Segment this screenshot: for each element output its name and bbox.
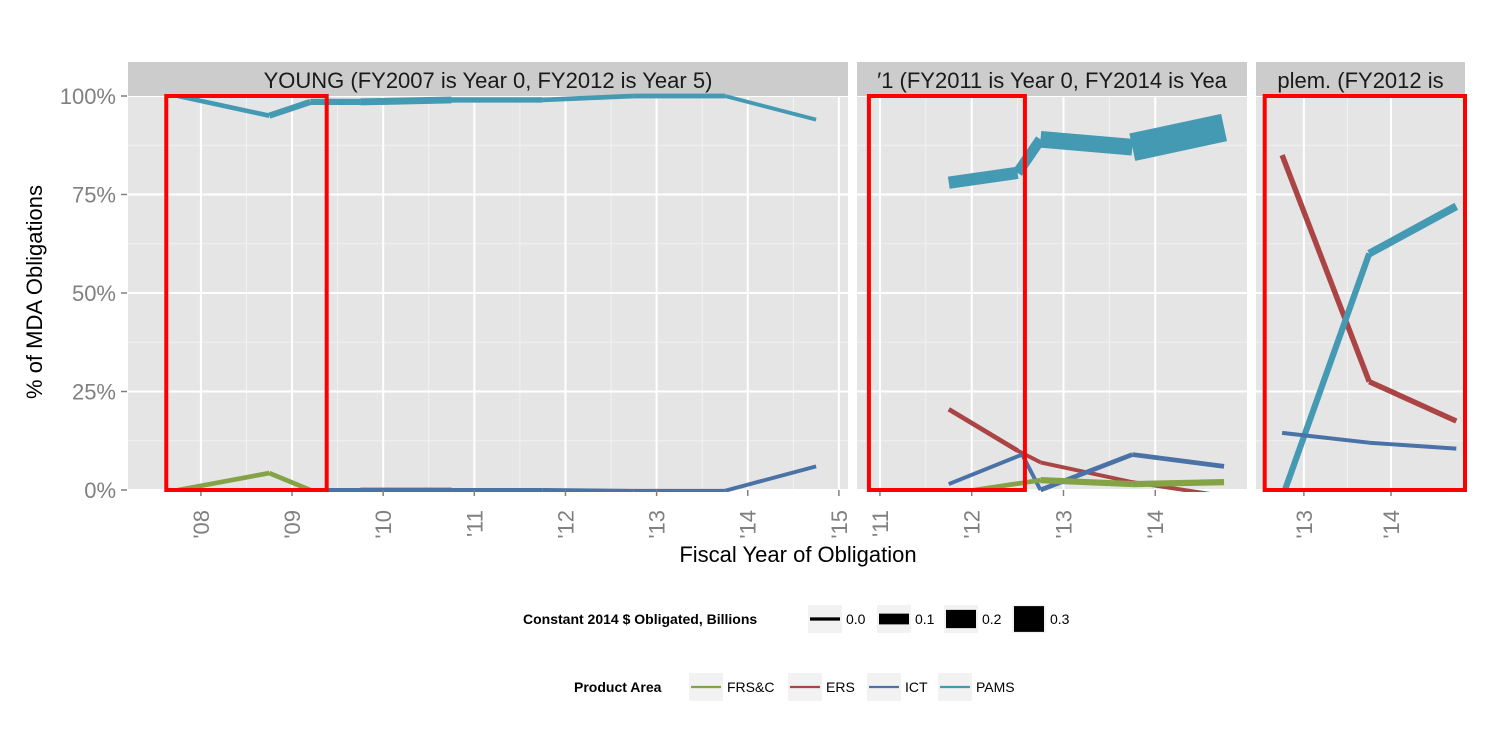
x-tick-label: '14	[736, 510, 761, 539]
color-legend-title: Product Area	[574, 679, 662, 695]
size-legend-label: 0.0	[846, 611, 866, 627]
series-segment-ers	[947, 407, 1019, 453]
y-axis-title: % of MDA Obligations	[22, 185, 47, 399]
y-tick-label: 0%	[84, 478, 116, 503]
size-legend: Constant 2014 $ Obligated, Billions 0.0 0…	[523, 605, 1070, 633]
color-legend-label: ICT	[905, 679, 928, 695]
panel-strip-title: YOUNG (FY2007 is Year 0, FY2012 is Year …	[264, 68, 713, 93]
panel-1: YOUNG (FY2007 is Year 0, FY2012 is Year …	[128, 62, 852, 539]
x-tick-label: '10	[371, 510, 396, 539]
x-tick-label: '12	[553, 510, 578, 539]
series-segment-pams	[1129, 113, 1227, 161]
x-tick-label: '09	[280, 510, 305, 539]
size-legend-label: 0.3	[1050, 611, 1070, 627]
panel-strip-label-group: plem. (FY2012 is	[1277, 68, 1443, 93]
x-tick-label: '14	[1379, 510, 1404, 539]
panel-series-group	[177, 93, 817, 492]
highlight-box	[164, 94, 329, 492]
series-segment-ers	[1279, 154, 1372, 383]
panel-series-group	[947, 113, 1227, 492]
series-segment-frsc	[177, 470, 270, 492]
series-segment-ict	[542, 488, 634, 492]
series-segment-pams	[360, 96, 452, 106]
series-segment-frsc	[1040, 477, 1133, 488]
size-legend-label: 0.2	[982, 611, 1002, 627]
x-tick-label: '12	[960, 510, 985, 539]
y-axis: 0% 25% 50% 75% 100%	[60, 84, 127, 503]
series-segment-pams	[1367, 202, 1459, 257]
y-tick-label: 50%	[72, 281, 116, 306]
x-tick-label: '11	[868, 510, 893, 537]
series-segment-ict	[1039, 452, 1134, 492]
color-legend: Product Area FRS&C ERS ICT PAMS	[574, 673, 1015, 701]
panel-2: ′1 (FY2011 is Year 0, FY2014 is Yea '11 '1…	[857, 62, 1247, 539]
series-segment-frsc	[268, 470, 312, 492]
series-segment-pams	[268, 98, 312, 119]
series-segment-frsc	[1132, 479, 1225, 488]
x-tick-label: '08	[189, 510, 214, 539]
color-legend-label: ERS	[826, 679, 855, 695]
panel-strip-label-group: ′1 (FY2011 is Year 0, FY2014 is Yea	[877, 68, 1228, 93]
panel-strip-title: ′1 (FY2011 is Year 0, FY2014 is Yea	[877, 68, 1228, 93]
color-legend-label: FRS&C	[727, 679, 774, 695]
y-tick-label: 75%	[72, 183, 116, 208]
x-tick-label: '14	[1143, 510, 1168, 539]
series-segment-ict	[1131, 452, 1225, 469]
size-legend-label: 0.1	[915, 611, 935, 627]
panel-strip-title: plem. (FY2012 is	[1277, 68, 1443, 93]
series-segment-pams	[177, 93, 270, 118]
x-tick-label: '13	[645, 510, 670, 539]
panel-strip-label-group: YOUNG (FY2007 is Year 0, FY2012 is Year …	[264, 68, 713, 93]
panel-series-group	[1279, 154, 1459, 492]
series-segment-pams	[1013, 136, 1045, 176]
panel-3: plem. (FY2012 is '13 '14	[1256, 62, 1468, 539]
series-segment-ict	[1369, 440, 1457, 451]
series-segment-pams	[1039, 131, 1134, 156]
series-segment-ict	[724, 464, 817, 492]
y-tick-label: 25%	[72, 380, 116, 405]
series-segment-ers	[1016, 448, 1042, 465]
x-tick-label: '13	[1292, 510, 1317, 539]
series-segment-ict	[1281, 430, 1370, 445]
series-segment-ers	[1368, 379, 1458, 424]
series-segment-ict	[948, 452, 1023, 486]
x-tick-label: '13	[1051, 510, 1076, 539]
panel-strip	[128, 62, 848, 96]
series-segment-pams	[724, 94, 817, 122]
x-tick-label: '11	[462, 510, 487, 537]
x-axis-title: Fiscal Year of Obligation	[679, 542, 916, 567]
color-legend-label: PAMS	[976, 679, 1015, 695]
highlight-box	[866, 94, 1027, 492]
panel-strip	[857, 62, 1247, 96]
panels-layer: YOUNG (FY2007 is Year 0, FY2012 is Year …	[128, 62, 1468, 539]
highlight-box	[1262, 94, 1468, 492]
series-segment-pams	[542, 93, 634, 103]
series-segment-pams	[1280, 252, 1373, 492]
y-tick-label: 100%	[60, 84, 116, 109]
size-legend-title: Constant 2014 $ Obligated, Billions	[523, 611, 757, 627]
series-segment-pams	[947, 166, 1019, 189]
x-tick-label: '15	[827, 510, 852, 539]
panel-strip	[1256, 62, 1465, 96]
